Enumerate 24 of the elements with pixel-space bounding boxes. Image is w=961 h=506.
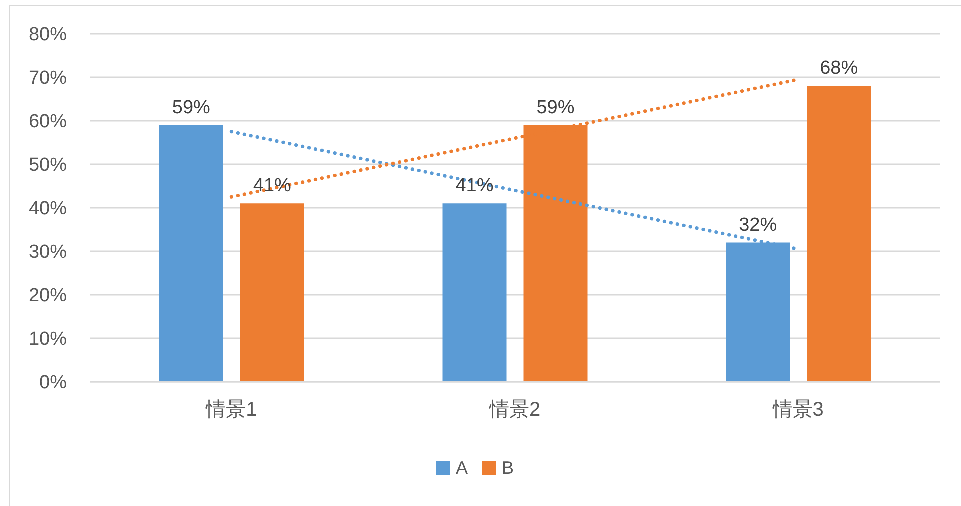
legend-label: A	[456, 458, 468, 478]
y-tick-label: 30%	[28, 242, 68, 264]
bar	[442, 204, 507, 382]
data-label: 68%	[820, 58, 858, 80]
data-label: 32%	[739, 214, 778, 236]
legend-label: B	[502, 458, 514, 478]
data-label: 41%	[253, 176, 292, 197]
bar	[807, 86, 872, 382]
data-label: 41%	[456, 176, 494, 197]
y-tick-label: 50%	[28, 155, 68, 176]
y-tick-label: 10%	[28, 329, 68, 350]
x-tick-label: 情景3	[772, 399, 824, 422]
x-tick-label: 情景1	[205, 399, 258, 422]
y-tick-label: 20%	[28, 286, 68, 307]
y-tick-label: 60%	[28, 112, 68, 133]
data-label: 59%	[172, 97, 211, 118]
y-tick-label: 40%	[28, 198, 68, 220]
y-tick-label: 70%	[28, 68, 68, 90]
y-tick-label: 80%	[28, 24, 68, 46]
data-label: 59%	[536, 97, 575, 118]
x-tick-label: 情景2	[488, 399, 541, 422]
y-tick-label: 0%	[40, 372, 68, 394]
bar	[240, 204, 304, 382]
bar	[159, 125, 224, 382]
